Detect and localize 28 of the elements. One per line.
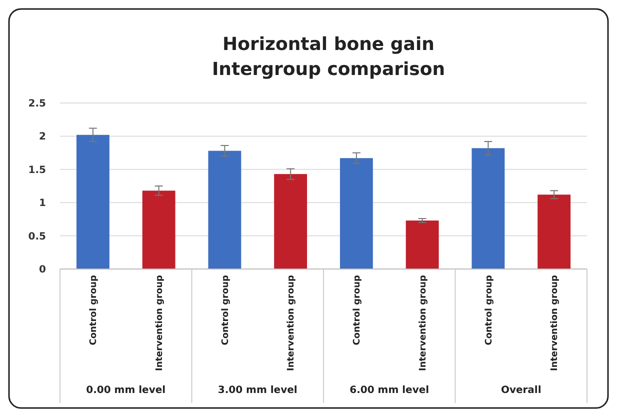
y-tick-label: 1 xyxy=(39,198,46,210)
bar xyxy=(472,148,505,269)
y-tick-label: 2.5 xyxy=(28,98,46,110)
x-tick-label: Control group xyxy=(89,274,100,346)
x-tick-label: Control group xyxy=(484,274,494,346)
text: 0.00 mm level xyxy=(86,385,166,396)
x-tick-label: Intervention group xyxy=(418,274,428,372)
y-tick-label: 2 xyxy=(39,132,46,143)
bar xyxy=(208,150,242,269)
y-tick-label: 1.5 xyxy=(28,164,46,176)
chart-title: Horizontal bone gain xyxy=(222,34,434,55)
x-tick-label: Intervention group xyxy=(154,274,165,372)
chart-subtitle: Intergroup comparison xyxy=(212,59,446,80)
bar xyxy=(538,194,571,269)
y-tick-label: 0.5 xyxy=(28,231,46,242)
text: 3.00 mm level xyxy=(218,385,298,396)
bar xyxy=(340,158,373,269)
y-tick-label: 0 xyxy=(39,264,46,276)
x-tick-label: Control group xyxy=(352,274,363,346)
bar xyxy=(76,134,110,269)
x-tick-label: Control group xyxy=(220,274,231,346)
text: Overall xyxy=(500,385,542,396)
bar xyxy=(406,220,439,269)
x-tick-label: Intervention group xyxy=(286,274,297,372)
bar xyxy=(274,174,308,269)
bar xyxy=(142,190,176,269)
x-tick-label: Intervention group xyxy=(550,274,560,372)
text: 6.00 mm level xyxy=(350,385,430,396)
